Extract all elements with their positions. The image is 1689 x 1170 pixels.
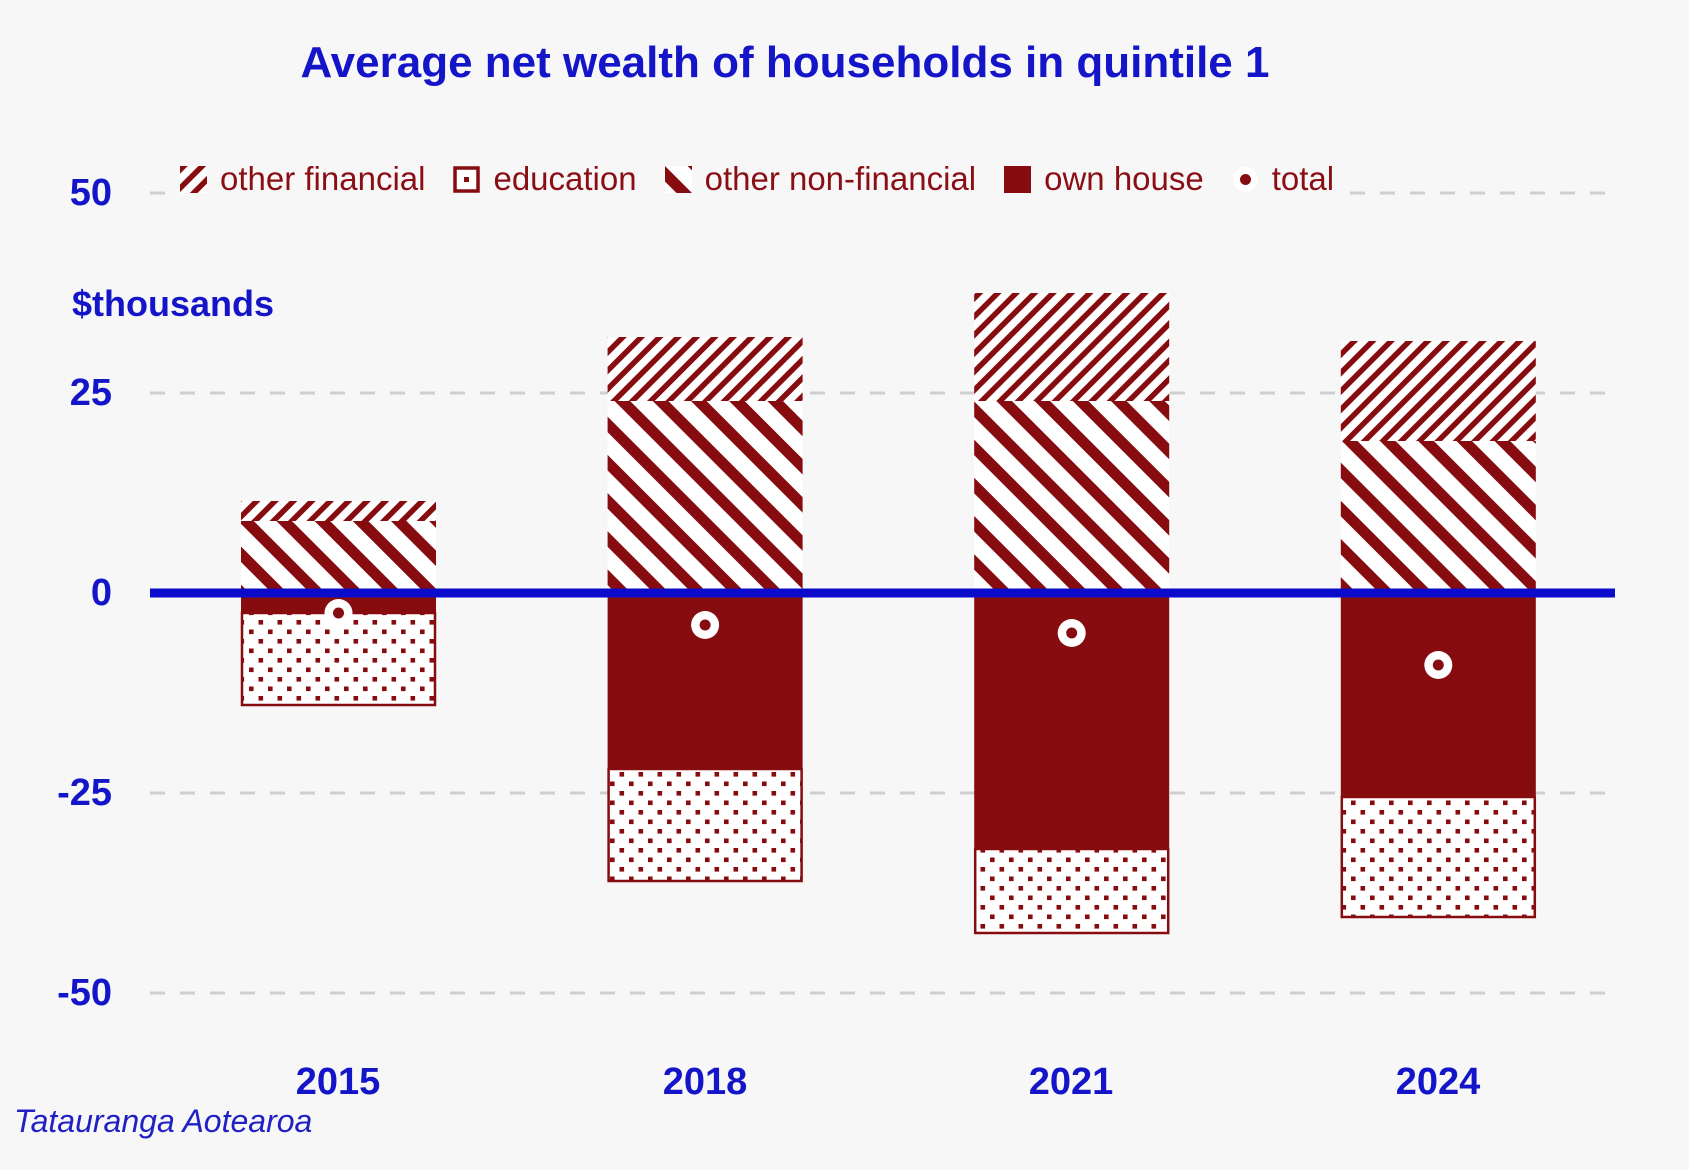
legend-label: education — [493, 160, 637, 197]
total-marker-dot-2015 — [333, 607, 344, 619]
bar-segment-other-non-financial-2018 — [607, 401, 803, 593]
x-tick-label-2018: 2018 — [662, 1061, 748, 1103]
total-marker-dot-2024 — [1432, 659, 1444, 671]
chart-legend: other financial education other non-fina… — [176, 156, 1343, 202]
bar-segment-other-non-financial-2021 — [974, 401, 1170, 593]
bar-segment-other-non-financial-2015 — [241, 521, 436, 593]
legend-label: other financial — [220, 160, 426, 197]
y-tick-label-neg50: -50 — [57, 972, 112, 1014]
y-tick-label-neg25: -25 — [57, 772, 112, 814]
bar-segment-education-2021 — [973, 847, 1170, 935]
x-tick-label-2024: 2024 — [1395, 1061, 1481, 1103]
total-marker-dot-2018 — [699, 619, 711, 631]
y-axis-unit-label: $thousands — [72, 283, 275, 324]
legend-item-education: education — [453, 160, 637, 198]
legend-label: other non-financial — [704, 160, 977, 197]
x-tick-label-2015: 2015 — [295, 1061, 381, 1103]
legend-item-own-house: own house — [1004, 160, 1204, 198]
legend-item-other-non-financial: other non-financial — [664, 160, 977, 198]
bar-segment-other-non-financial-2024 — [1340, 441, 1536, 593]
bar-segment-own-house-2024 — [1340, 593, 1536, 797]
total-marker-dot-2021 — [1066, 627, 1078, 639]
y-tick-label-0: 0 — [90, 572, 112, 614]
legend-label: total — [1271, 160, 1335, 197]
other-non-financial-swatch-icon — [664, 165, 692, 193]
bar-segment-education-2015 — [240, 611, 437, 707]
bar-segment-other-financial-2021 — [974, 293, 1170, 401]
other-financial-swatch-icon — [180, 165, 207, 193]
chart-title: Average net wealth of households in quin… — [300, 38, 1270, 87]
legend-item-total: total — [1232, 160, 1334, 198]
bar-segment-other-financial-2024 — [1340, 341, 1536, 441]
bar-segment-education-2018 — [607, 767, 803, 883]
education-swatch-icon — [453, 165, 481, 193]
total-marker-icon — [1232, 166, 1258, 192]
bar-segment-other-financial-2018 — [607, 337, 803, 401]
y-tick-label-50: 50 — [69, 172, 112, 214]
own-house-swatch-icon — [1004, 165, 1032, 193]
legend-item-other-financial: other financial — [180, 160, 425, 198]
bar-segment-other-financial-2015 — [241, 501, 436, 521]
legend-label: own house — [1044, 160, 1204, 197]
bar-segment-education-2024 — [1340, 795, 1537, 919]
x-tick-label-2021: 2021 — [1028, 1061, 1114, 1103]
footer-attribution: Tatauranga Aotearoa — [14, 1103, 313, 1139]
y-tick-label-25: 25 — [69, 372, 112, 414]
